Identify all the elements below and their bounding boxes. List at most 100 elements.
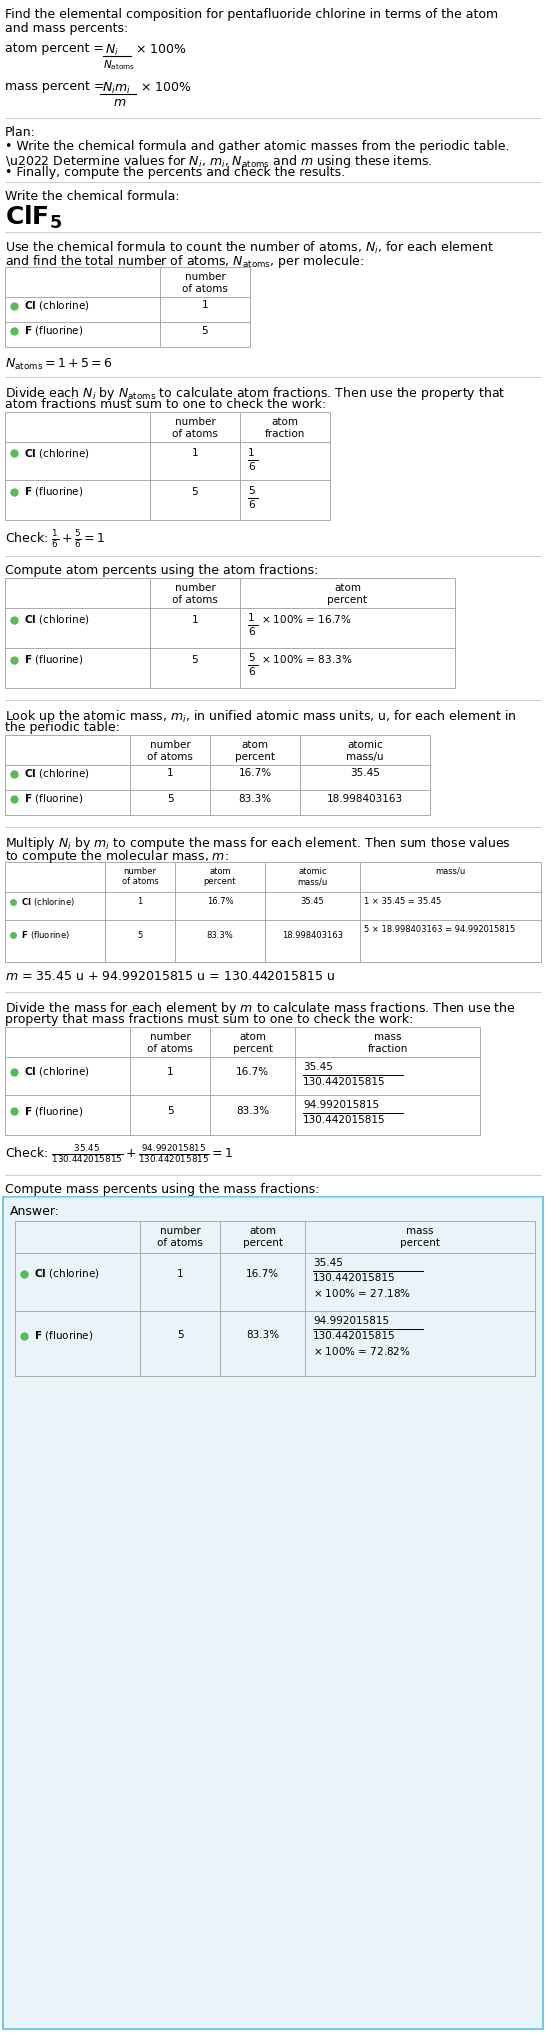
- Text: Divide each $N_i$ by $N_\mathrm{atoms}$ to calculate atom fractions. Then use th: Divide each $N_i$ by $N_\mathrm{atoms}$ …: [5, 384, 506, 403]
- Text: $\bf{F}$ (fluorine): $\bf{F}$ (fluorine): [21, 1104, 84, 1117]
- Text: number
of atoms: number of atoms: [172, 417, 218, 439]
- Text: $\times$ 100%: $\times$ 100%: [135, 43, 187, 57]
- Text: 83.3%: 83.3%: [246, 1330, 279, 1340]
- Text: 130.442015815: 130.442015815: [313, 1273, 396, 1283]
- Text: $\bf{F}$ (fluorine): $\bf{F}$ (fluorine): [19, 930, 70, 942]
- Text: 94.992015815: 94.992015815: [303, 1100, 379, 1111]
- Text: 1: 1: [167, 1068, 173, 1076]
- Text: $\bf{Cl}$ (chlorine): $\bf{Cl}$ (chlorine): [21, 447, 90, 460]
- Text: number
of atoms: number of atoms: [157, 1227, 203, 1247]
- Text: the periodic table:: the periodic table:: [5, 720, 120, 734]
- Text: and mass percents:: and mass percents:: [5, 22, 128, 35]
- Text: number
of atoms: number of atoms: [182, 273, 228, 293]
- Text: $\bf{F}$ (fluorine): $\bf{F}$ (fluorine): [21, 486, 84, 498]
- Text: $\bf{Cl}$ (chlorine): $\bf{Cl}$ (chlorine): [21, 1066, 90, 1078]
- Text: mass
percent: mass percent: [400, 1227, 440, 1247]
- Text: 1: 1: [248, 447, 254, 458]
- Text: Look up the atomic mass, $m_i$, in unified atomic mass units, u, for each elemen: Look up the atomic mass, $m_i$, in unifi…: [5, 708, 517, 724]
- Text: 5: 5: [192, 655, 198, 665]
- Text: 1: 1: [192, 447, 198, 458]
- Text: 35.45: 35.45: [350, 769, 380, 779]
- Text: \u2022 Determine values for $N_i$, $m_i$, $N_\mathrm{atoms}$ and $m$ using these: \u2022 Determine values for $N_i$, $m_i$…: [5, 153, 432, 171]
- Text: 1: 1: [177, 1269, 183, 1279]
- Text: $N_i$: $N_i$: [105, 43, 118, 59]
- Text: $\bf{Cl}$ (chlorine): $\bf{Cl}$ (chlorine): [21, 614, 90, 626]
- Text: 6: 6: [248, 667, 254, 677]
- Text: 5: 5: [248, 653, 254, 663]
- Text: $\times$ 100% = 27.18%: $\times$ 100% = 27.18%: [313, 1288, 411, 1300]
- Text: Compute atom percents using the atom fractions:: Compute atom percents using the atom fra…: [5, 563, 318, 578]
- Text: $\bf{Cl}$ (chlorine): $\bf{Cl}$ (chlorine): [19, 897, 75, 907]
- Text: 16.7%: 16.7%: [236, 1068, 269, 1076]
- Bar: [15, 1220, 535, 1375]
- Text: $\bf{F}$ (fluorine): $\bf{F}$ (fluorine): [21, 791, 84, 805]
- Text: 83.3%: 83.3%: [206, 930, 233, 940]
- Text: 18.998403163: 18.998403163: [327, 793, 403, 803]
- Text: Write the chemical formula:: Write the chemical formula:: [5, 189, 180, 203]
- Text: 6: 6: [248, 626, 254, 637]
- Bar: [5, 862, 541, 962]
- Text: and find the total number of atoms, $N_\mathrm{atoms}$, per molecule:: and find the total number of atoms, $N_\…: [5, 252, 364, 271]
- Text: 5 × 18.998403163 = 94.992015815: 5 × 18.998403163 = 94.992015815: [364, 925, 515, 934]
- Text: $\bf{Cl}$ (chlorine): $\bf{Cl}$ (chlorine): [21, 767, 90, 779]
- Text: $m$ = 35.45 u + 94.992015815 u = 130.442015815 u: $m$ = 35.45 u + 94.992015815 u = 130.442…: [5, 970, 335, 982]
- Text: number
of atoms: number of atoms: [122, 866, 158, 887]
- Text: Plan:: Plan:: [5, 126, 36, 138]
- Text: 18.998403163: 18.998403163: [282, 930, 343, 940]
- Text: $\bf{F}$ (fluorine): $\bf{F}$ (fluorine): [21, 323, 84, 338]
- Text: 5: 5: [177, 1330, 183, 1340]
- Text: • Finally, compute the percents and check the results.: • Finally, compute the percents and chec…: [5, 167, 345, 179]
- Text: $\bf{Cl}$ (chlorine): $\bf{Cl}$ (chlorine): [31, 1267, 99, 1281]
- Text: 1 × 35.45 = 35.45: 1 × 35.45 = 35.45: [364, 897, 441, 907]
- Bar: [3, 1196, 543, 2030]
- Text: atom
percent: atom percent: [328, 584, 367, 604]
- Text: 1: 1: [201, 301, 209, 311]
- Text: $\times$ 100%: $\times$ 100%: [140, 81, 192, 94]
- Text: atom
percent: atom percent: [235, 740, 275, 761]
- Text: Multiply $N_i$ by $m_i$ to compute the mass for each element. Then sum those val: Multiply $N_i$ by $m_i$ to compute the m…: [5, 836, 511, 852]
- Text: $N_\mathrm{atoms} = 1 + 5 = 6$: $N_\mathrm{atoms} = 1 + 5 = 6$: [5, 358, 113, 372]
- Text: 130.442015815: 130.442015815: [303, 1115, 385, 1125]
- Text: atom percent =: atom percent =: [5, 43, 108, 55]
- Text: 5: 5: [192, 486, 198, 496]
- Text: $\times$ 100% = 83.3%: $\times$ 100% = 83.3%: [261, 653, 352, 665]
- Bar: [5, 413, 330, 521]
- Text: number
of atoms: number of atoms: [172, 584, 218, 604]
- Text: Check: $\frac{35.45}{130.442015815} + \frac{94.992015815}{130.442015815} = 1$: Check: $\frac{35.45}{130.442015815} + \f…: [5, 1143, 233, 1165]
- Text: 16.7%: 16.7%: [246, 1269, 279, 1279]
- Text: $N_i m_i$: $N_i m_i$: [102, 81, 130, 96]
- Text: $\times$ 100% = 72.82%: $\times$ 100% = 72.82%: [313, 1344, 411, 1357]
- Text: 16.7%: 16.7%: [239, 769, 271, 779]
- Text: to compute the molecular mass, $m$:: to compute the molecular mass, $m$:: [5, 848, 229, 864]
- Text: $\times$ 100% = 16.7%: $\times$ 100% = 16.7%: [261, 612, 352, 624]
- Text: 35.45: 35.45: [313, 1257, 343, 1267]
- Text: 5: 5: [167, 793, 173, 803]
- Text: atomic
mass/u: atomic mass/u: [298, 866, 328, 887]
- Text: $m$: $m$: [113, 96, 126, 110]
- Text: 1: 1: [167, 769, 173, 779]
- Text: atom fractions must sum to one to check the work:: atom fractions must sum to one to check …: [5, 399, 326, 411]
- Text: Divide the mass for each element by $m$ to calculate mass fractions. Then use th: Divide the mass for each element by $m$ …: [5, 1001, 515, 1017]
- Text: Check: $\frac{1}{6} + \frac{5}{6} = 1$: Check: $\frac{1}{6} + \frac{5}{6} = 1$: [5, 529, 105, 549]
- Text: 1: 1: [138, 897, 143, 907]
- Text: 5: 5: [138, 930, 143, 940]
- Text: • Write the chemical formula and gather atomic masses from the periodic table.: • Write the chemical formula and gather …: [5, 140, 509, 153]
- Text: number
of atoms: number of atoms: [147, 740, 193, 761]
- Text: $\bf{F}$ (fluorine): $\bf{F}$ (fluorine): [21, 653, 84, 667]
- Text: atom
percent: atom percent: [204, 866, 236, 887]
- Text: $\bf{F}$ (fluorine): $\bf{F}$ (fluorine): [31, 1328, 93, 1342]
- Bar: [5, 734, 430, 816]
- Text: 1: 1: [248, 612, 254, 622]
- Text: 5: 5: [201, 325, 209, 336]
- Text: 83.3%: 83.3%: [239, 793, 271, 803]
- Text: 5: 5: [248, 486, 254, 496]
- Text: Answer:: Answer:: [10, 1204, 60, 1218]
- Bar: [5, 578, 455, 687]
- Text: Compute mass percents using the mass fractions:: Compute mass percents using the mass fra…: [5, 1184, 319, 1196]
- Text: $\mathbf{ClF_5}$: $\mathbf{ClF_5}$: [5, 203, 62, 232]
- Text: $N_\mathrm{atoms}$: $N_\mathrm{atoms}$: [103, 59, 135, 71]
- Text: 83.3%: 83.3%: [236, 1106, 269, 1117]
- Text: Use the chemical formula to count the number of atoms, $N_i$, for each element: Use the chemical formula to count the nu…: [5, 240, 494, 256]
- Text: atom
percent: atom percent: [242, 1227, 282, 1247]
- Text: 5: 5: [167, 1106, 173, 1117]
